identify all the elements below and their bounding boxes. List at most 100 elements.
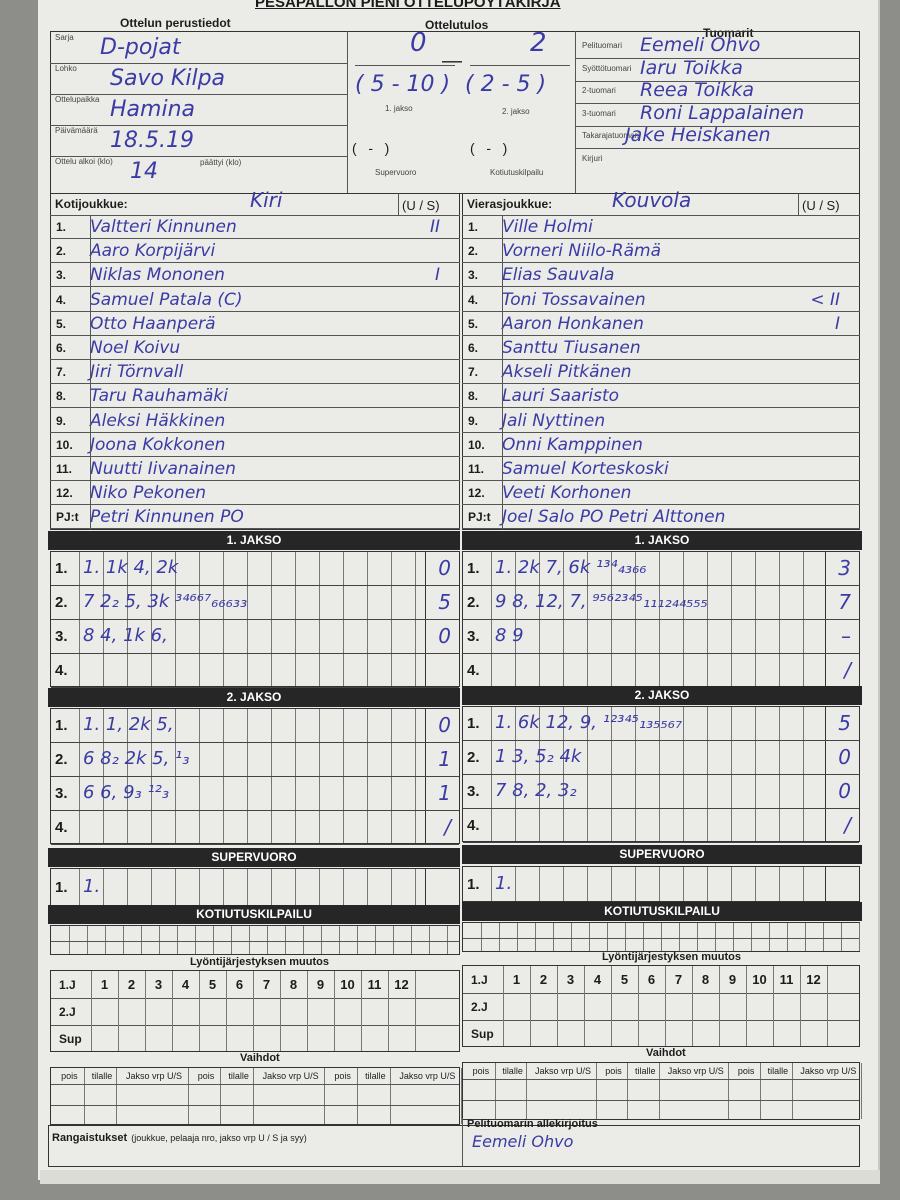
inning-entries[interactable]: 8 4, 1k 6, [83, 625, 168, 646]
inning-entries[interactable]: 1. 6k 12, 9, ¹²³⁴⁵₁₃₅₅₆₇ [495, 712, 683, 733]
player-name[interactable]: Samuel Korteskoski [502, 459, 669, 479]
penalties-hint: (joukkue, pelaaja nro, jakso vrp U / S j… [131, 1133, 307, 1143]
inning-score[interactable]: 5 [438, 590, 451, 614]
inning-entries[interactable]: 1. [495, 873, 513, 894]
grid-cell [334, 971, 335, 1051]
grid-cell [625, 923, 626, 951]
inning-entries[interactable]: 9 8, 12, 7, ⁹⁵⁶²³⁴⁵₁₁₁₂₄₄₅₅₅ [495, 591, 708, 612]
player-name[interactable]: Aaron Honkanen [502, 313, 644, 334]
inning-entries[interactable]: 8 9 [495, 625, 524, 646]
player-name[interactable]: Jali Nyttinen [502, 410, 606, 431]
referee-name[interactable]: Eemeli Ohvo [640, 34, 761, 56]
player-name[interactable]: Noel Koivu [90, 338, 181, 358]
player-name[interactable]: Niklas Mononen [90, 265, 225, 286]
field-value[interactable]: 18.5.19 [110, 128, 194, 153]
inning-entries[interactable]: 7 8, 2, 3₂ [495, 780, 577, 801]
grid-cell [697, 923, 698, 951]
team-name[interactable]: Kiri [250, 188, 283, 212]
inning-entries[interactable]: 1. 1, 2k 5, [83, 714, 174, 735]
player-name[interactable]: Veeti Korhonen [502, 483, 632, 504]
referee-name[interactable]: Jake Heiskanen [625, 124, 771, 146]
team-name[interactable]: Kouvola [612, 188, 692, 212]
player-name[interactable]: Valtteri Kinnunen [90, 217, 237, 237]
inning-score[interactable]: 7 [838, 590, 851, 614]
grid-cell [375, 926, 376, 954]
inning-score[interactable]: 0 [438, 556, 451, 580]
grid-cell [391, 869, 392, 905]
inning-entries[interactable]: 1. 1k 4, 2k [83, 557, 179, 578]
player-name[interactable]: Samuel Patala (C) [90, 289, 243, 310]
player-name[interactable]: Otto Haanperä [90, 313, 216, 334]
player-us: I [834, 313, 840, 334]
player-name[interactable]: Joona Kokkonen [90, 434, 226, 455]
team-box-home [50, 193, 460, 530]
inning-score[interactable]: / [844, 658, 851, 682]
inning-entries[interactable]: 7 2₂ 5, 3k ³⁴⁶⁶⁷₆₆₆₃₃ [83, 591, 248, 612]
inning-score[interactable]: 0 [438, 624, 451, 648]
inning-score[interactable]: 1 [438, 747, 451, 771]
referee-name[interactable]: Roni Lappalainen [640, 101, 805, 124]
inning-score[interactable]: – [841, 624, 851, 648]
signature-value[interactable]: Eemeli Ohvo [472, 1132, 574, 1151]
player-name[interactable]: Elias Sauvala [502, 265, 615, 286]
player-name[interactable]: Nuutti Iivanainen [90, 459, 236, 479]
grid-cell [751, 923, 752, 951]
inning-score[interactable]: / [844, 813, 851, 837]
divider [50, 94, 347, 95]
kotiutus-label: Kotiutuskilpailu [490, 168, 544, 177]
player-name[interactable]: Ville Holmi [502, 217, 593, 237]
field-value[interactable]: Hamina [110, 97, 195, 122]
grid-cell [773, 966, 774, 1046]
grid-cell [787, 923, 788, 951]
player-row: 8. Lauri Saaristo [462, 385, 860, 409]
referee-name[interactable]: Iaru Toikka [640, 56, 743, 79]
inning-score[interactable]: 3 [838, 556, 851, 580]
player-name[interactable]: Aleksi Häkkinen [90, 410, 226, 431]
penalties-field[interactable]: Rangaistukset (joukkue, pelaaja nro, jaks… [52, 1132, 307, 1144]
grid-cell [539, 867, 540, 901]
player-name[interactable]: Petri Kinnunen PO [90, 507, 244, 528]
inning-score[interactable]: / [444, 815, 451, 839]
player-row: 9. Jali Nyttinen [462, 410, 860, 433]
player-row: 4. Toni Tossavainen < II [462, 289, 860, 312]
field-value[interactable]: 14 [130, 159, 158, 184]
player-name[interactable]: Toni Tossavainen [502, 289, 646, 310]
inning-row: 3. 6 6, 9₃ ¹²₃ 1 [51, 777, 459, 811]
player-name[interactable]: Santtu Tiusanen [502, 338, 641, 358]
inning-score[interactable]: 5 [838, 711, 851, 735]
player-name[interactable]: Aaro Korpijärvi [90, 241, 216, 262]
inning-entries[interactable]: 1. [83, 876, 101, 897]
player-name[interactable]: Joel Salo PO Petri Alttonen [502, 507, 726, 528]
order-col-label: 1 [512, 972, 521, 987]
inning-score[interactable]: 0 [438, 713, 451, 737]
player-name[interactable]: Akseli Pitkänen [502, 362, 632, 383]
divider [398, 193, 399, 215]
player-name[interactable]: Niko Pekonen [90, 483, 207, 504]
grid-cell [638, 966, 639, 1046]
field-value[interactable]: Savo Kilpa [110, 66, 226, 91]
inning-score[interactable]: 0 [838, 779, 851, 803]
grid-cell [665, 966, 666, 1046]
player-name[interactable]: Lauri Saaristo [502, 386, 620, 407]
inning-entries[interactable]: 1 3, 5₂ 4k [495, 746, 582, 767]
field-value[interactable]: D-pojat [100, 35, 181, 60]
inning-entries[interactable]: 6 6, 9₃ ¹²₃ [83, 782, 170, 803]
subs-col-label: Jakso vrp U/S [399, 1071, 456, 1081]
inning-entries[interactable]: 1. 2k 7, 6k ¹³⁴₄₃₆₆ [495, 557, 647, 578]
inning-entries[interactable]: 6 8₂ 2k 5, ¹₃ [83, 748, 190, 769]
divider [575, 148, 860, 149]
player-name[interactable]: Taru Rauhamäki [90, 386, 228, 407]
player-name[interactable]: Jiri Törnvall [90, 362, 184, 383]
referee-name[interactable]: Reea Toikka [640, 79, 755, 101]
grid-cell [595, 1063, 597, 1119]
grid-cell [116, 1068, 118, 1124]
player-name[interactable]: Vorneri Niilo-Rämä [502, 241, 662, 262]
grid-cell [823, 923, 824, 951]
grid-cell [87, 926, 88, 954]
grid-cell [535, 923, 536, 951]
inning-score[interactable]: 0 [838, 745, 851, 769]
inning-score[interactable]: 1 [438, 781, 451, 805]
player-name[interactable]: Onni Kamppinen [502, 434, 643, 455]
inning-label: 3. [55, 785, 68, 802]
grid-cell [805, 923, 806, 951]
